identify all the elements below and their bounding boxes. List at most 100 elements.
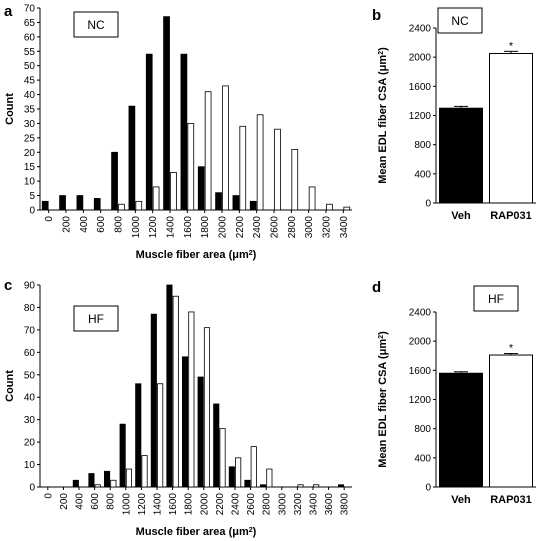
bar-series-2 [118,203,125,211]
y-tick-label: 30 [24,415,36,426]
bar-series-2 [222,85,229,211]
bar-series-1 [59,195,66,211]
bar-series-1 [119,423,126,488]
bar-series-1 [213,403,220,488]
y-tick-label: 0 [29,206,35,217]
y-tick-label: 2000 [409,53,432,64]
y-tick-label: 10 [24,460,36,471]
y-tick-label: 15 [24,162,36,173]
x-tick-label: 2600 [246,493,257,516]
bar-series-2 [157,383,164,488]
x-axis-title: Muscle fiber area (μm2) [136,526,257,538]
y-tick-label: 40 [24,90,36,101]
bar-series-1 [135,383,142,488]
inset-label: HF [488,292,504,306]
bar-series-2 [235,457,242,488]
x-tick-label: 1200 [148,216,159,239]
bar-series-1 [150,313,157,488]
y-tick-label: 800 [414,140,431,151]
y-tick-label: 20 [24,438,36,449]
x-tick-label: 1600 [183,216,194,239]
x-tick-label: 3400 [339,216,350,239]
x-tick-label: 2800 [262,493,273,516]
panel-letter: d [372,279,381,296]
y-tick-label: 1600 [409,82,432,93]
y-axis-title: Count [4,93,16,125]
y-tick-label: 0 [425,483,431,494]
mean-bar [489,53,533,204]
y-tick-label: 2000 [409,337,432,348]
bar-series-1 [215,192,222,211]
bar-series-1 [128,105,136,211]
mean-bar [439,372,483,488]
y-tick-label: 5 [29,191,35,202]
bar-series-2 [188,311,195,488]
bar-series-2 [343,206,351,211]
x-tick-label: 3200 [322,216,333,239]
bar-series-2 [313,484,320,488]
y-tick-label: 1200 [409,395,432,406]
bar-series-2 [256,114,264,211]
panel-letter: c [4,277,12,294]
y-tick-label: 50 [24,370,36,381]
bar-series-2 [250,446,257,488]
x-tick-label: 2000 [199,493,210,516]
x-tick-label: 600 [96,216,107,233]
panel-letter: b [372,7,381,24]
x-tick-label: 3000 [304,216,315,239]
bar-series-1 [93,198,101,211]
y-tick-label: 800 [414,424,431,435]
x-tick-label: 1000 [121,493,132,516]
bar-series-2 [297,484,304,488]
inset-box [73,11,119,38]
bar-series-1 [244,479,251,488]
x-tick-label: 0 [44,216,55,222]
bar-series-1 [111,151,118,211]
bar-series-1 [232,195,240,211]
y-tick-label: 0 [425,199,431,210]
y-tick-label: 70 [24,4,36,15]
x-category-label: RAP031 [490,210,532,222]
x-tick-label: 1400 [166,216,177,239]
x-tick-label: 3400 [309,493,320,516]
y-tick-label: 0 [29,483,35,494]
x-tick-label: 1800 [200,216,211,239]
bar-series-2 [239,125,247,211]
x-tick-label: 800 [106,493,117,510]
x-tick-label: 1800 [184,493,195,516]
inset-box [437,7,483,34]
bar-series-2 [141,455,148,488]
x-tick-label: 2800 [287,216,298,239]
panel-letter: a [4,3,13,20]
y-tick-label: 80 [24,303,36,314]
y-axis-title: Mean EDL fiber CSA (μm2) [377,47,389,184]
bar-series-1 [180,53,188,211]
bar-series-1 [103,470,111,488]
x-tick-label: 1000 [131,216,142,239]
panel-d: d 0 400 800 1200 1600 2000 2400 Veh * RAP031 Mean E… [372,279,536,506]
x-tick-label: 1200 [137,493,148,516]
inset-box [473,285,519,312]
x-tick-label: 2000 [218,216,229,239]
x-tick-label: 400 [75,493,86,510]
panel-c: c 0 10 20 30 40 50 60 70 80 90 0 200 400 600 800 1000 120… [4,277,352,538]
x-tick-label: 400 [79,216,90,233]
x-tick-label: 2400 [252,216,263,239]
bar-series-1 [181,356,189,488]
y-tick-label: 55 [24,47,36,58]
significance-marker: * [509,343,514,355]
bar-series-2 [266,468,273,488]
x-tick-label: 800 [114,216,125,233]
x-tick-label: 2200 [215,493,226,516]
bar-series-2 [94,484,101,488]
y-tick-label: 40 [24,393,36,404]
x-tick-label: 200 [62,216,73,233]
x-tick-label: 3200 [293,493,304,516]
y-tick-label: 45 [24,76,36,87]
x-tick-label: 3600 [324,493,335,516]
x-category-label: Veh [451,210,471,222]
y-axis-title: Count [4,370,16,402]
x-tick-label: 200 [59,493,70,510]
panel-b: b 0 400 800 1200 1600 2000 2400 Veh * RAP031 Mean E… [372,7,536,222]
